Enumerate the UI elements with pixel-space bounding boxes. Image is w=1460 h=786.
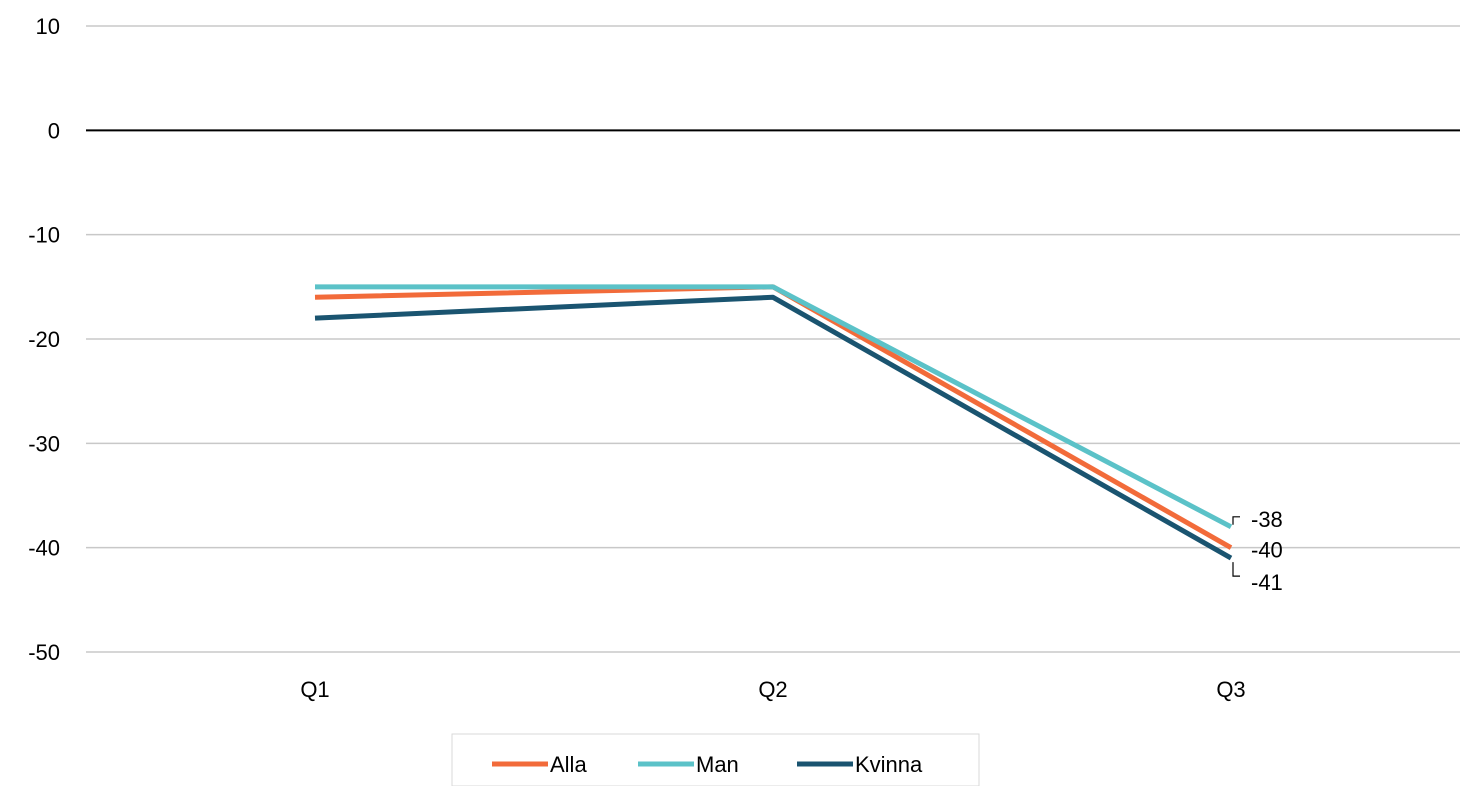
data-label-man: -38 xyxy=(1251,507,1283,532)
series-line-man xyxy=(315,284,1233,530)
series-lines xyxy=(314,284,1233,561)
legend-box xyxy=(451,733,980,786)
y-tick-label: 0 xyxy=(48,118,60,143)
y-tick-label: 10 xyxy=(36,14,60,39)
y-tick-label: -50 xyxy=(28,640,60,665)
x-tick-label: Q2 xyxy=(758,677,787,702)
data-labels: -38 -40 -41 xyxy=(1232,507,1283,595)
legend-label-alla: Alla xyxy=(550,752,587,777)
data-label-alla: -40 xyxy=(1251,538,1283,563)
gridlines xyxy=(86,25,1460,653)
y-tick-label: -10 xyxy=(28,223,60,248)
x-tick-label: Q1 xyxy=(300,677,329,702)
legend: Alla Man Kvinna xyxy=(451,733,980,786)
data-label-kvinna: -41 xyxy=(1251,570,1283,595)
series-line-alla xyxy=(314,284,1233,550)
y-tick-label: -30 xyxy=(28,431,60,456)
y-tick-label: -40 xyxy=(28,536,60,561)
legend-label-kvinna: Kvinna xyxy=(855,752,923,777)
legend-label-man: Man xyxy=(696,752,739,777)
x-tick-label: Q3 xyxy=(1216,677,1245,702)
leader-line xyxy=(1232,516,1240,525)
y-axis-tick-labels: 10 0 -10 -20 -30 -40 -50 xyxy=(28,14,60,665)
series-line-kvinna xyxy=(314,294,1233,561)
y-tick-label: -20 xyxy=(28,327,60,352)
x-axis-tick-labels: Q1 Q2 Q3 xyxy=(300,677,1245,702)
leader-line xyxy=(1232,562,1240,577)
